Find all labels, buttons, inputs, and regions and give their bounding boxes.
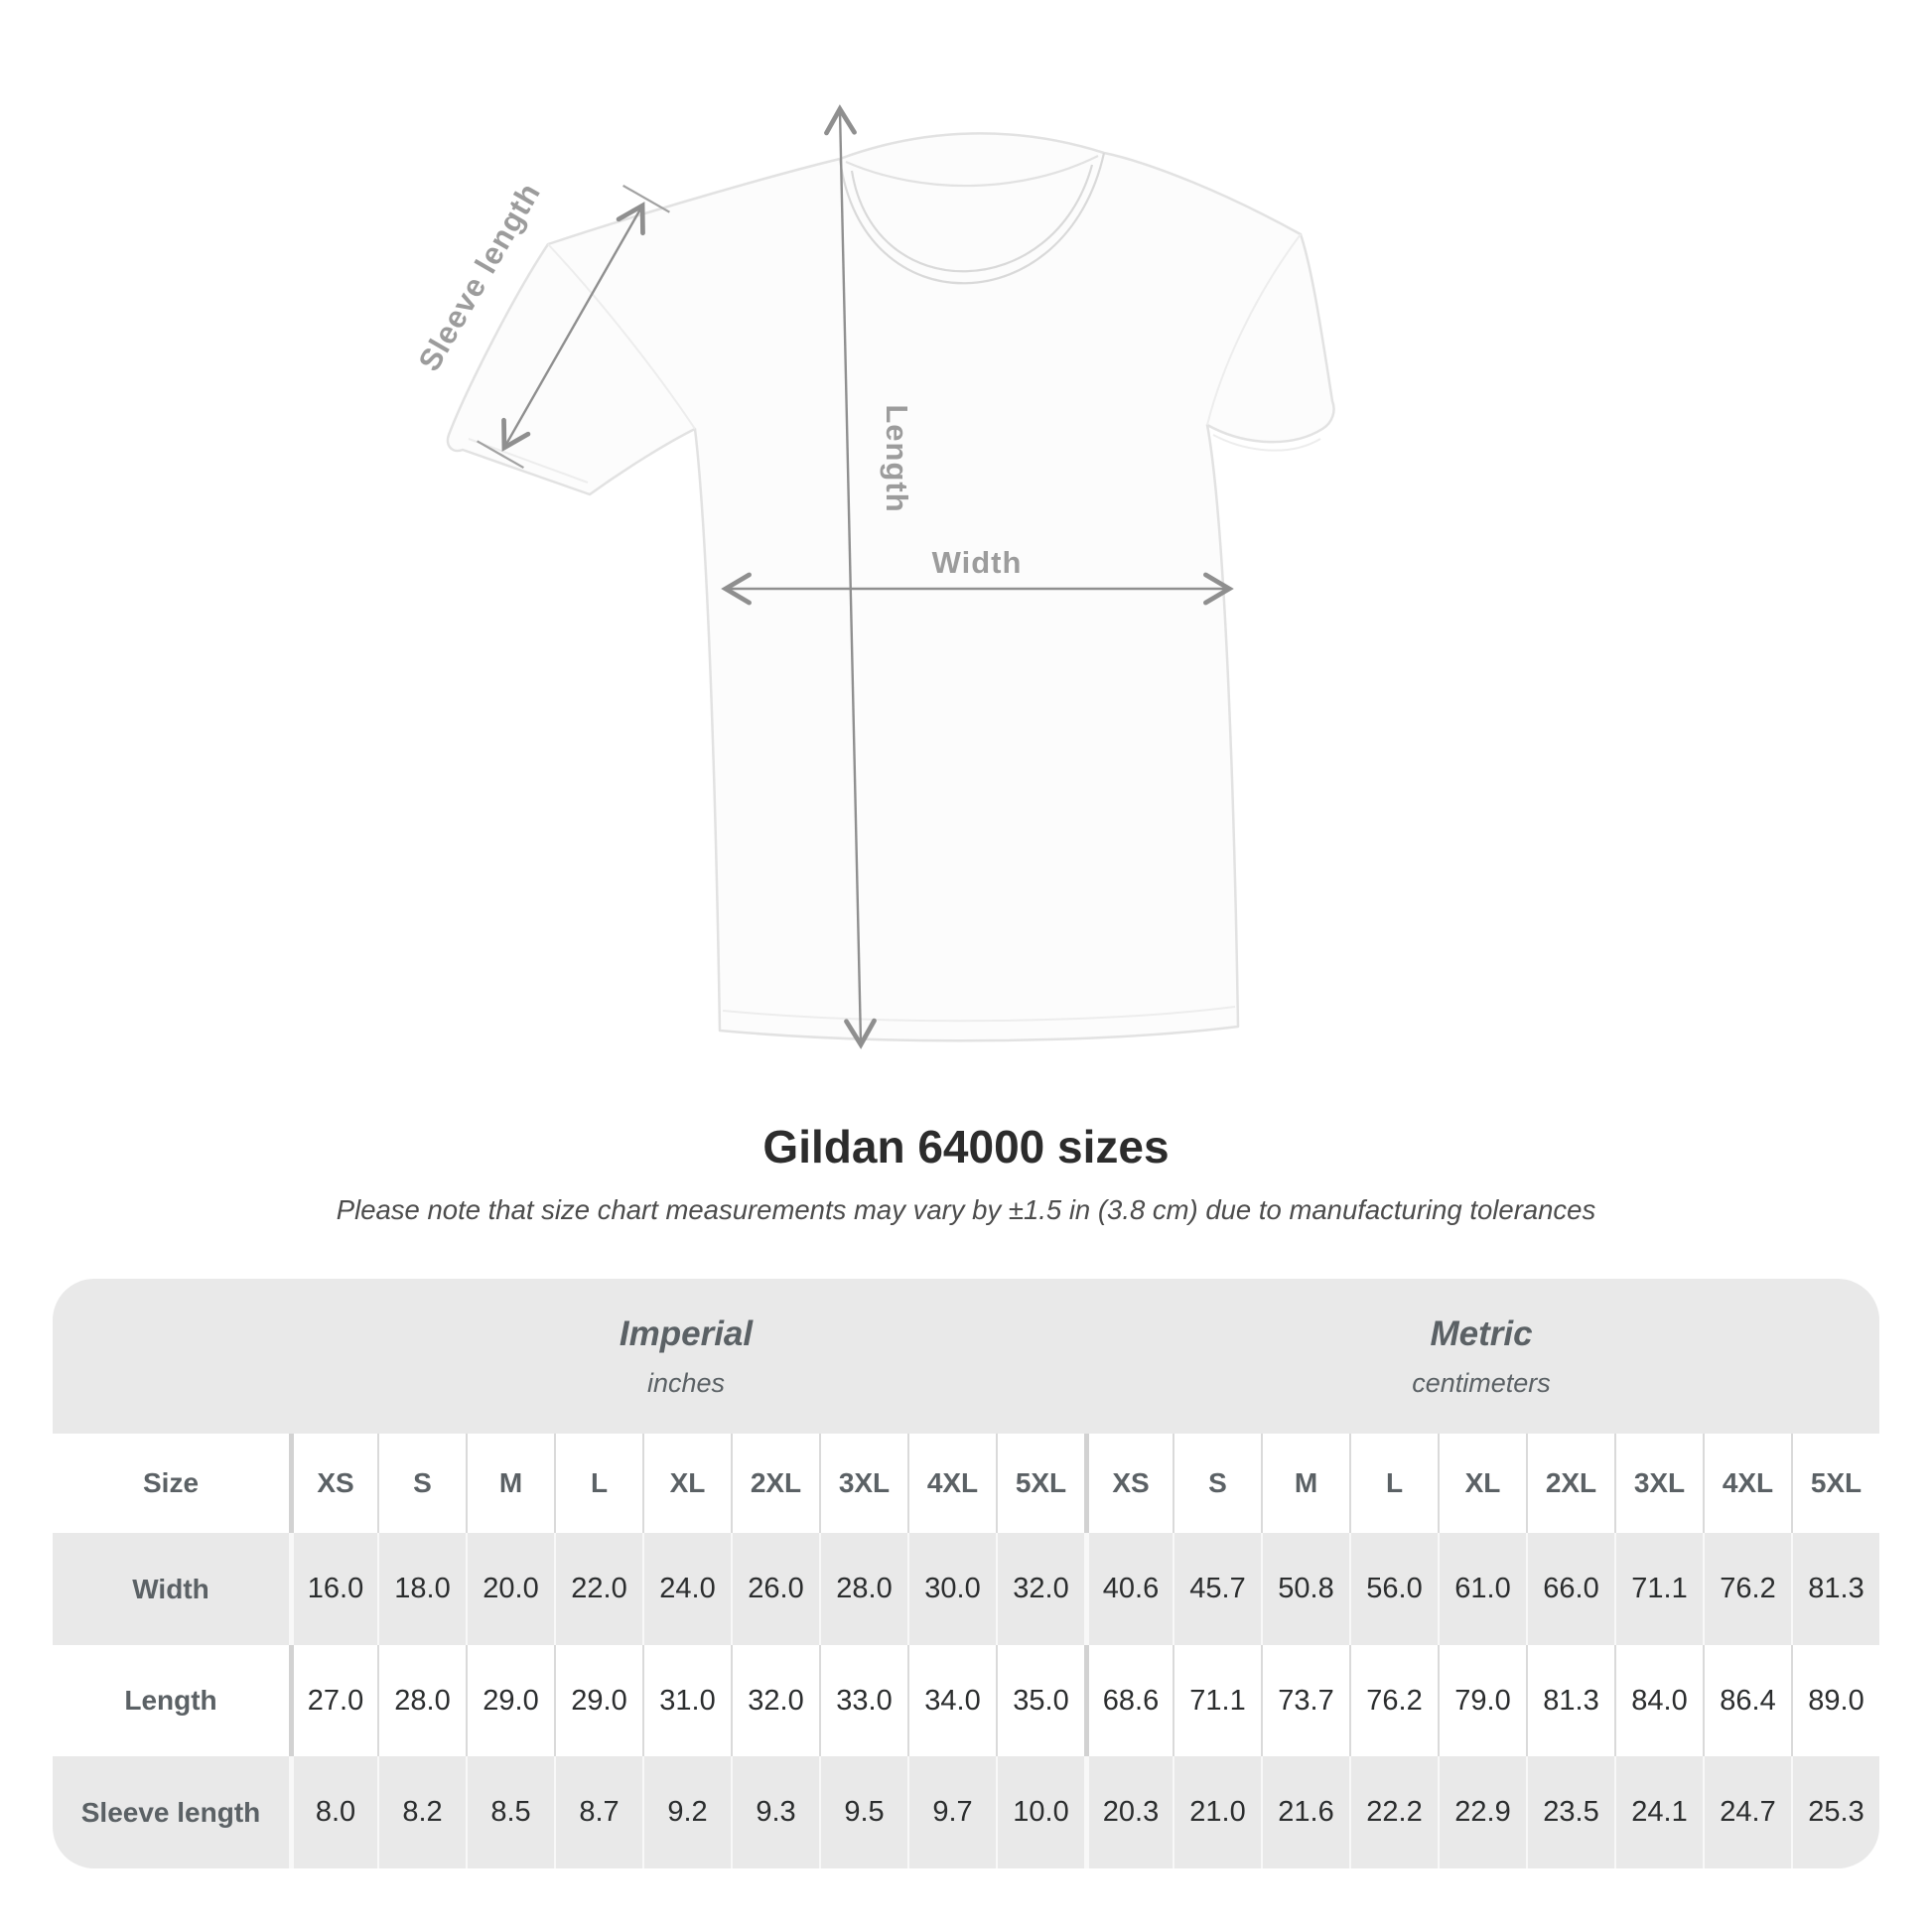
value-cell: 45.7 bbox=[1173, 1533, 1261, 1645]
value-cell: 79.0 bbox=[1438, 1645, 1526, 1756]
value-cell: 22.9 bbox=[1438, 1756, 1526, 1868]
tshirt-diagram: Length Width Sleeve length bbox=[412, 104, 1335, 1049]
metric-section-header: Metric centimeters bbox=[1412, 1279, 1551, 1434]
value-cell: 22.2 bbox=[1349, 1756, 1438, 1868]
sleeve-length-row: Sleeve length 8.0 8.2 8.5 8.7 9.2 9.3 9.5 9.7 10… bbox=[53, 1756, 1879, 1868]
width-row-label: Width bbox=[132, 1573, 209, 1604]
value-cell: 40.6 bbox=[1084, 1533, 1173, 1645]
sleeve-tick-top bbox=[622, 184, 670, 213]
value-cell: 84.0 bbox=[1614, 1645, 1703, 1756]
value-cell: 71.1 bbox=[1173, 1645, 1261, 1756]
value-cell: 21.6 bbox=[1261, 1756, 1349, 1868]
value-cell: 28.0 bbox=[819, 1533, 907, 1645]
width-row: Width 16.0 18.0 20.0 22.0 24.0 26.0 28.0 30.0 32… bbox=[53, 1533, 1879, 1645]
value-cell: 16.0 bbox=[289, 1533, 377, 1645]
value-cell: 20.3 bbox=[1084, 1756, 1173, 1868]
value-cell: 9.3 bbox=[731, 1756, 819, 1868]
size-column-header: S bbox=[1173, 1434, 1261, 1533]
size-column-header: L bbox=[1349, 1434, 1438, 1533]
size-column-header: 4XL bbox=[907, 1434, 996, 1533]
value-cell: 31.0 bbox=[642, 1645, 731, 1756]
sleeve-arrow bbox=[501, 202, 645, 452]
value-cell: 21.0 bbox=[1173, 1756, 1261, 1868]
value-cell: 24.1 bbox=[1614, 1756, 1703, 1868]
imperial-unit: inches bbox=[646, 1367, 726, 1398]
size-column-header: 3XL bbox=[819, 1434, 907, 1533]
sleeve-tick-bottom bbox=[477, 440, 524, 470]
value-cell: 68.6 bbox=[1084, 1645, 1173, 1756]
value-cell: 76.2 bbox=[1703, 1533, 1791, 1645]
imperial-title: Imperial bbox=[619, 1313, 754, 1353]
length-row: Length 27.0 28.0 29.0 29.0 31.0 32.0 33.0 34.0 3… bbox=[53, 1645, 1879, 1756]
value-cell: 86.4 bbox=[1703, 1645, 1791, 1756]
value-cell: 8.5 bbox=[466, 1756, 554, 1868]
width-label: Width bbox=[932, 545, 1023, 580]
value-cell: 32.0 bbox=[731, 1645, 819, 1756]
table-header-band: Imperial inches Metric centimeters bbox=[53, 1279, 1879, 1434]
size-column-header: L bbox=[554, 1434, 642, 1533]
value-cell: 24.7 bbox=[1703, 1756, 1791, 1868]
value-cell: 71.1 bbox=[1614, 1533, 1703, 1645]
value-cell: 9.5 bbox=[819, 1756, 907, 1868]
size-column-header: XS bbox=[1084, 1434, 1173, 1533]
value-cell: 50.8 bbox=[1261, 1533, 1349, 1645]
value-cell: 8.0 bbox=[289, 1756, 377, 1868]
value-cell: 8.7 bbox=[554, 1756, 642, 1868]
size-column-header: S bbox=[377, 1434, 466, 1533]
value-cell: 89.0 bbox=[1791, 1645, 1879, 1756]
value-cell: 28.0 bbox=[377, 1645, 466, 1756]
size-header-row: Size XS S M L XL 2XL 3XL 4XL 5XL XS S M L XL 2XL 3XL 4XL… bbox=[53, 1434, 1879, 1533]
value-cell: 18.0 bbox=[377, 1533, 466, 1645]
value-cell: 34.0 bbox=[907, 1645, 996, 1756]
sleeve-length-row-label: Sleeve length bbox=[80, 1796, 261, 1828]
size-table: Imperial inches Metric centimeters Size … bbox=[53, 1279, 1879, 1868]
size-column-header: XL bbox=[642, 1434, 731, 1533]
size-column-header: XS bbox=[289, 1434, 377, 1533]
value-cell: 8.2 bbox=[377, 1756, 466, 1868]
value-cell: 29.0 bbox=[554, 1645, 642, 1756]
value-cell: 25.3 bbox=[1791, 1756, 1879, 1868]
length-row-label: Length bbox=[124, 1685, 217, 1716]
value-cell: 81.3 bbox=[1791, 1533, 1879, 1645]
value-cell: 9.2 bbox=[642, 1756, 731, 1868]
size-header-cell: Size bbox=[142, 1467, 200, 1498]
value-cell: 10.0 bbox=[996, 1756, 1084, 1868]
size-column-header: 4XL bbox=[1703, 1434, 1791, 1533]
size-column-header: 3XL bbox=[1614, 1434, 1703, 1533]
size-column-header: M bbox=[466, 1434, 554, 1533]
imperial-section-header: Imperial inches bbox=[620, 1279, 753, 1434]
value-cell: 76.2 bbox=[1349, 1645, 1438, 1756]
value-cell: 20.0 bbox=[466, 1533, 554, 1645]
size-column-header: 5XL bbox=[1791, 1434, 1879, 1533]
value-cell: 66.0 bbox=[1526, 1533, 1614, 1645]
size-column-header: M bbox=[1261, 1434, 1349, 1533]
value-cell: 26.0 bbox=[731, 1533, 819, 1645]
value-cell: 73.7 bbox=[1261, 1645, 1349, 1756]
value-cell: 35.0 bbox=[996, 1645, 1084, 1756]
length-label: Length bbox=[880, 404, 914, 512]
page-title: Gildan 64000 sizes bbox=[762, 1121, 1170, 1173]
value-cell: 9.7 bbox=[907, 1756, 996, 1868]
value-cell: 29.0 bbox=[466, 1645, 554, 1756]
value-cell: 56.0 bbox=[1349, 1533, 1438, 1645]
value-cell: 30.0 bbox=[907, 1533, 996, 1645]
value-cell: 23.5 bbox=[1526, 1756, 1614, 1868]
size-column-header: 5XL bbox=[996, 1434, 1084, 1533]
tshirt-graphic bbox=[446, 132, 1335, 1042]
value-cell: 81.3 bbox=[1526, 1645, 1614, 1756]
value-cell: 22.0 bbox=[554, 1533, 642, 1645]
value-cell: 61.0 bbox=[1438, 1533, 1526, 1645]
size-column-header: XL bbox=[1438, 1434, 1526, 1533]
value-cell: 33.0 bbox=[819, 1645, 907, 1756]
page-subtitle: Please note that size chart measurements… bbox=[336, 1194, 1596, 1225]
metric-unit: centimeters bbox=[1412, 1367, 1551, 1398]
value-cell: 24.0 bbox=[642, 1533, 731, 1645]
metric-title: Metric bbox=[1430, 1313, 1533, 1353]
size-column-header: 2XL bbox=[1526, 1434, 1614, 1533]
value-cell: 32.0 bbox=[996, 1533, 1084, 1645]
size-column-header: 2XL bbox=[731, 1434, 819, 1533]
value-cell: 27.0 bbox=[289, 1645, 377, 1756]
